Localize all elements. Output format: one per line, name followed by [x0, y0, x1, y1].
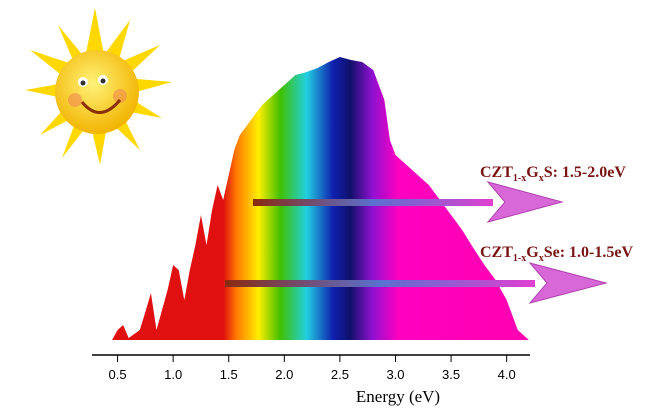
annotation-part: G	[526, 244, 539, 261]
x-tick-label: 2.5	[331, 367, 349, 382]
annotation-part: G	[526, 164, 539, 181]
annotation-part: 1-x	[513, 253, 526, 264]
annotation-part: Se: 1.0-1.5eV	[544, 244, 634, 261]
x-tick-label: 2.0	[275, 367, 293, 382]
annotation-part: CZT	[480, 164, 513, 181]
x-axis-label: Energy (eV)	[356, 387, 440, 406]
annotation: CZT1-xGxS: 1.5-2.0eV	[480, 164, 626, 184]
x-tick-label: 3.0	[386, 367, 404, 382]
annotation-part: 1-x	[513, 173, 526, 184]
annotation-part: CZT	[480, 244, 513, 261]
x-tick-label: 3.5	[442, 367, 460, 382]
x-tick-label: 0.5	[109, 367, 127, 382]
x-tick-label: 4.0	[498, 367, 516, 382]
annotation-part: S: 1.5-2.0eV	[544, 164, 627, 181]
sun	[25, 8, 172, 165]
x-tick-label: 1.0	[164, 367, 182, 382]
annotation: CZT1-xGxSe: 1.0-1.5eV	[480, 244, 633, 264]
x-tick-label: 1.5	[220, 367, 238, 382]
chart: 0.5 1.0 1.5 2.0 2.5 3.0 3.5 4.0 Energy (eV) CZT…	[0, 0, 659, 409]
spectrum-area	[112, 57, 529, 340]
